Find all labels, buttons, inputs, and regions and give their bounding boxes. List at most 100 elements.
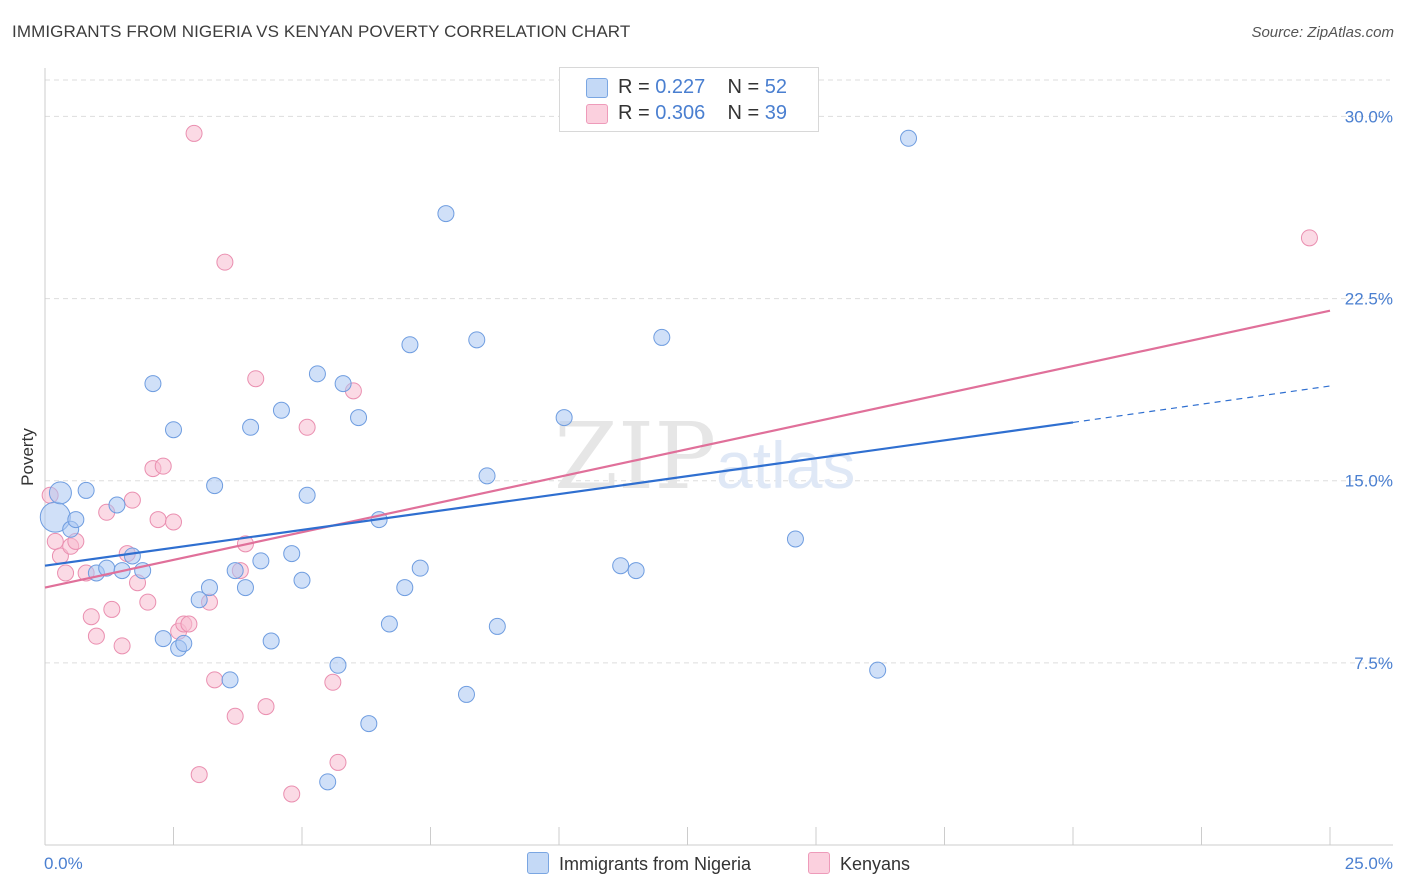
- kenyan-point: [123, 491, 141, 509]
- kenyans-legend-label: Kenyans: [840, 854, 911, 874]
- kenyan-point: [154, 457, 172, 475]
- kenyan-point: [298, 418, 316, 436]
- x-tick-label-max: 25.0%: [1345, 854, 1393, 873]
- nigeria-point: [308, 365, 326, 383]
- watermark: ZIP atlas: [554, 403, 855, 510]
- nigeria-point: [67, 511, 85, 529]
- legend-r-value: 0.227: [655, 76, 706, 98]
- kenyan-point: [82, 608, 100, 626]
- nigeria-point: [612, 557, 630, 575]
- nigeria-point: [252, 552, 270, 570]
- nigeria-point: [283, 545, 301, 563]
- nigeria-point: [437, 205, 455, 223]
- nigeria-point: [175, 634, 193, 652]
- legend-n-label: N =: [727, 76, 760, 98]
- tick-labels: 7.5% 15.0% 22.5% 30.0% 0.0% 25.0%: [44, 107, 1393, 873]
- bottom-legend-nigeria: Immigrants from Nigeria: [527, 852, 751, 875]
- chart-title: IMMIGRANTS FROM NIGERIA VS KENYAN POVERT…: [12, 22, 631, 41]
- nigeria-point: [165, 421, 182, 439]
- kenyan-point: [1300, 229, 1318, 247]
- nigeria-point: [468, 331, 486, 349]
- legend-n-label: N =: [727, 102, 760, 124]
- kenyan-point: [226, 707, 244, 725]
- kenyan-point: [139, 593, 157, 611]
- kenyan-point: [216, 253, 234, 271]
- legend-n-value: 52: [764, 76, 788, 98]
- nigeria-point: [360, 715, 378, 733]
- nigeria-point: [226, 562, 244, 580]
- kenyan-point: [324, 673, 342, 691]
- nigeria-point: [869, 661, 887, 679]
- nigeria-trend-line: [44, 421, 1074, 567]
- y-tick-label: 7.5%: [1354, 654, 1393, 673]
- nigeria-point: [123, 547, 141, 565]
- nigeria-point: [396, 579, 414, 597]
- bottom-legend-kenyans: Kenyans: [808, 852, 910, 875]
- nigeria-trend-extension: [1072, 385, 1331, 424]
- legend-n-value: 39: [764, 102, 788, 124]
- nigeria-point: [108, 496, 126, 514]
- legend-r-label: R =: [618, 76, 650, 98]
- nigeria-point: [334, 375, 352, 393]
- nigeria-legend-label: Immigrants from Nigeria: [559, 854, 752, 874]
- legend-r-value: 0.306: [655, 102, 706, 124]
- kenyan-point: [247, 370, 265, 388]
- nigeria-point: [144, 375, 162, 393]
- nigeria-point: [77, 481, 95, 499]
- kenyan-point: [149, 511, 167, 529]
- kenyan-point: [46, 532, 64, 550]
- kenyan-point: [165, 513, 182, 531]
- kenyans-swatch: [586, 104, 608, 124]
- nigeria-legend-swatch: [527, 852, 549, 874]
- nigeria-point: [293, 571, 311, 589]
- y-tick-label: 22.5%: [1345, 290, 1393, 309]
- nigeria-point: [627, 562, 645, 580]
- nigeria-point: [786, 530, 804, 548]
- nigeria-point: [242, 418, 260, 436]
- nigeria-point: [272, 401, 290, 419]
- nigeria-point: [488, 617, 506, 635]
- watermark-atlas: atlas: [716, 428, 855, 502]
- kenyan-trend-line: [44, 309, 1331, 589]
- nigeria-point: [154, 630, 172, 648]
- nigeria-point: [329, 656, 347, 674]
- kenyans-legend-swatch: [808, 852, 830, 874]
- nigeria-point: [411, 559, 429, 577]
- nigeria-point: [478, 467, 496, 485]
- y-tick-label: 15.0%: [1345, 472, 1393, 491]
- watermark-zip: ZIP: [554, 403, 716, 510]
- nigeria-point: [298, 486, 316, 504]
- nigeria-point: [350, 409, 368, 427]
- kenyan-point: [206, 671, 224, 689]
- nigeria-point: [401, 336, 419, 354]
- nigeria-point: [653, 328, 671, 346]
- nigeria-swatch: [586, 78, 608, 98]
- kenyan-point: [257, 698, 275, 716]
- axes: [44, 68, 1393, 846]
- kenyan-point: [283, 785, 301, 803]
- nigeria-point: [206, 477, 224, 495]
- nigeria-point: [900, 129, 918, 147]
- kenyan-point: [180, 615, 198, 633]
- nigeria-point: [319, 773, 337, 791]
- y-tick-label: 30.0%: [1345, 107, 1393, 126]
- kenyan-point: [185, 124, 203, 142]
- nigeria-point: [457, 685, 475, 703]
- source-label: Source: ZipAtlas.com: [1251, 24, 1394, 41]
- nigeria-point: [555, 409, 573, 427]
- legend: R = 0.227 N = 52 R = 0.306 N = 39: [559, 67, 819, 132]
- nigeria-point: [48, 481, 72, 505]
- kenyan-point: [57, 564, 75, 582]
- nigeria-point: [190, 591, 208, 609]
- grid-lines: [45, 79, 1390, 664]
- kenyan-point: [190, 766, 208, 784]
- kenyan-point: [103, 600, 121, 618]
- x-tick-label-min: 0.0%: [44, 854, 83, 873]
- kenyan-point: [329, 753, 347, 771]
- nigeria-point: [221, 671, 239, 689]
- nigeria-points: [39, 129, 918, 791]
- y-axis-label: Poverty: [18, 428, 37, 486]
- nigeria-point: [380, 615, 398, 633]
- nigeria-point: [262, 632, 280, 650]
